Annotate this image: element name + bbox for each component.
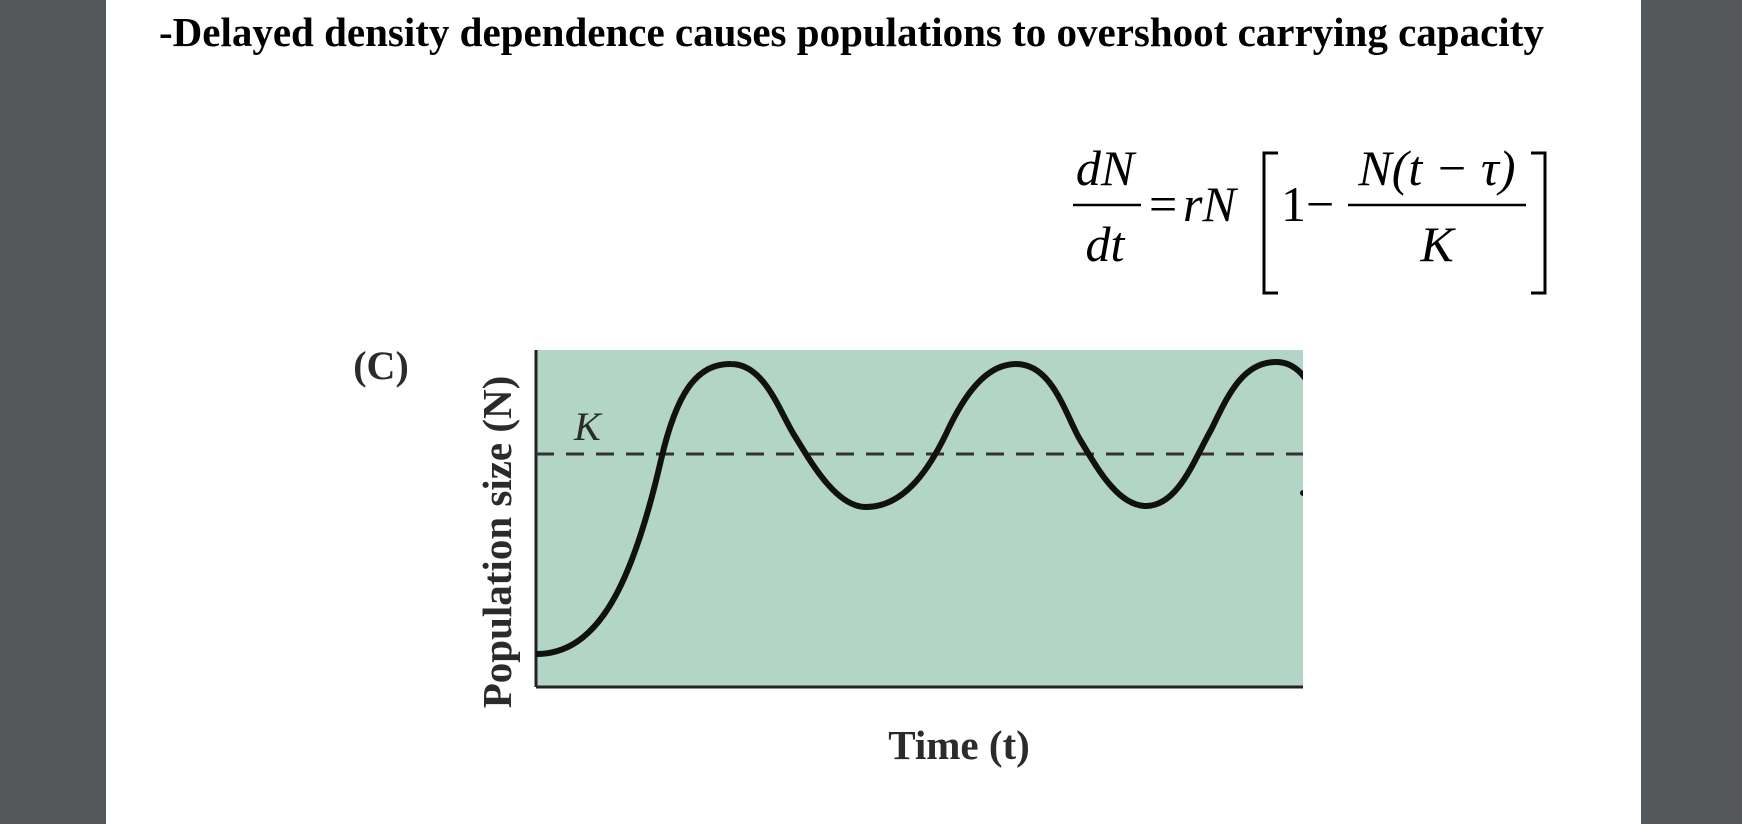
slide-title: -Delayed density dependence causes popul… <box>159 9 1544 55</box>
equation-right-bracket <box>1531 151 1547 295</box>
equation-lhs-denominator: dt <box>1086 216 1126 272</box>
equation-rhs-denominator: K <box>1419 216 1456 272</box>
equation-rn: rN <box>1183 176 1238 232</box>
x-axis-label: Time (t) <box>888 722 1030 768</box>
carrying-capacity-label: K <box>573 404 603 449</box>
slide-page: -Delayed density dependence causes popul… <box>106 0 1641 824</box>
logistic-delay-equation: dN dt = rN 1− N(t − τ) K <box>1073 145 1547 295</box>
equation-equals-sign: = <box>1149 176 1177 232</box>
equation-lhs-numerator: dN <box>1076 145 1137 196</box>
panel-label: (C) <box>353 350 409 388</box>
equation-one-minus: 1− <box>1281 176 1334 232</box>
population-growth-figure: (C) Population size (N) K Time (t) <box>353 350 1303 768</box>
equation-rhs-numerator: N(t − τ) <box>1357 145 1515 196</box>
population-curve <box>536 358 1303 657</box>
y-axis-label: Population size (N) <box>474 376 520 709</box>
plot-area <box>536 350 1303 687</box>
equation-left-bracket <box>1262 151 1278 295</box>
